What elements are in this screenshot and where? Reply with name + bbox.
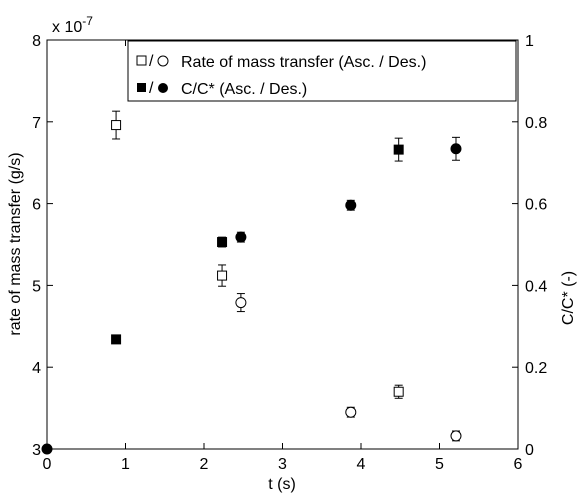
marker-circle [345, 406, 357, 418]
legend-open-circle-marker [157, 55, 169, 67]
x-tick-label: 3 [278, 456, 287, 473]
marker-square [217, 237, 228, 248]
marker-circle [41, 443, 53, 455]
x-tick-label: 0 [43, 456, 52, 473]
x-axis-ticks: 0 1 2 3 4 5 6 [43, 40, 523, 473]
data-point-open-circle [450, 430, 462, 442]
scale-base: x 10 [52, 19, 82, 36]
data-point-open-square [393, 384, 404, 399]
left-y-tick-label: 4 [32, 360, 41, 377]
legend-open-square-marker [136, 55, 147, 66]
data-point-filled-circle [41, 443, 53, 455]
left-y-tick-label: 5 [32, 278, 41, 295]
scale-multiplier: x 10-7 [52, 14, 93, 36]
left-y-tick-label: 6 [32, 197, 41, 214]
right-y-axis-ticks: 0 0.2 0.4 0.6 0.8 1 [512, 33, 547, 459]
data-point-filled-square [111, 334, 122, 345]
left-y-axis-ticks: 3 4 5 6 7 8 [32, 33, 53, 459]
marker-circle [235, 297, 247, 309]
legend-entry: / Rate of mass transfer (Asc. / Des.) [136, 53, 426, 71]
data-points [41, 110, 462, 455]
legend-separator: / [149, 53, 154, 70]
legend-separator: / [149, 80, 154, 97]
marker-circle [345, 199, 357, 211]
x-tick-label: 5 [435, 456, 444, 473]
x-tick-label: 6 [514, 456, 523, 473]
legend-label: Rate of mass transfer (Asc. / Des.) [181, 54, 426, 71]
data-point-filled-circle [345, 199, 357, 211]
right-y-tick-label: 1 [525, 33, 534, 50]
right-y-axis-label: C/C* (-) [560, 271, 577, 325]
right-y-tick-label: 0 [525, 442, 534, 459]
legend-filled-circle-marker [158, 83, 168, 93]
marker-circle [450, 143, 462, 155]
legend-label: C/C* (Asc. / Des.) [181, 81, 307, 98]
legend: / Rate of mass transfer (Asc. / Des.) / … [127, 40, 517, 102]
legend-box [127, 40, 517, 102]
marker-square [393, 144, 404, 155]
x-axis-label: t (s) [268, 476, 296, 493]
marker-square [217, 270, 228, 281]
x-tick-label: 4 [357, 456, 366, 473]
data-point-open-square [111, 110, 122, 140]
right-y-tick-label: 0.8 [525, 115, 547, 132]
data-point-filled-circle [450, 136, 462, 161]
left-y-tick-label: 8 [32, 33, 41, 50]
marker-square [393, 386, 404, 397]
data-point-filled-circle [235, 231, 247, 243]
left-y-tick-label: 3 [32, 442, 41, 459]
marker-square [111, 120, 122, 131]
right-y-tick-label: 0.2 [525, 360, 547, 377]
left-y-axis-label: rate of mass transfer (g/s) [7, 152, 24, 335]
right-y-tick-label: 0.6 [525, 197, 547, 214]
left-y-tick-label: 7 [32, 115, 41, 132]
marker-circle [450, 430, 462, 442]
scale-exponent: -7 [82, 14, 93, 28]
data-point-filled-square [217, 236, 228, 248]
x-tick-label: 1 [121, 456, 130, 473]
x-tick-label: 2 [200, 456, 209, 473]
legend-filled-square-marker [137, 83, 146, 92]
data-point-open-circle [345, 406, 357, 418]
legend-entry: / C/C* (Asc. / Des.) [137, 80, 307, 98]
right-y-tick-label: 0.4 [525, 278, 547, 295]
data-point-filled-square [393, 137, 404, 162]
data-point-open-circle [235, 293, 247, 313]
marker-circle [235, 231, 247, 243]
marker-square [111, 334, 122, 345]
data-point-open-square [217, 264, 228, 287]
